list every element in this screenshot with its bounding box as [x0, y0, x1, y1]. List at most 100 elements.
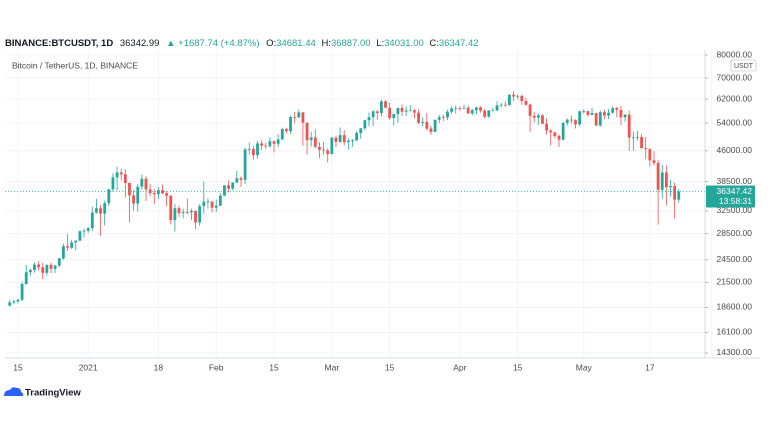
candle-body — [425, 121, 429, 129]
x-tick-label: 2021 — [79, 362, 98, 372]
candle-body — [57, 258, 61, 266]
y-tick-label: 16100.00 — [717, 327, 753, 337]
candle-body — [16, 299, 20, 302]
candle-body — [474, 107, 478, 111]
grid — [5, 50, 713, 358]
candle-body — [636, 136, 639, 138]
candle-body — [582, 111, 586, 112]
candle-body — [301, 112, 305, 123]
candle-body — [400, 107, 404, 112]
candle-body — [276, 139, 280, 144]
x-tick-label: Feb — [209, 362, 224, 372]
candle-body — [516, 95, 520, 97]
candle-body — [119, 172, 123, 175]
candle-body — [627, 114, 631, 138]
candle-body — [140, 178, 144, 187]
candle-body — [648, 149, 652, 161]
candle-body — [524, 100, 528, 105]
candle-body — [256, 143, 259, 156]
ohlc-label: O: — [266, 38, 276, 49]
candle-body — [293, 117, 297, 118]
x-tick-label: 15 — [269, 362, 279, 372]
candle-body — [173, 208, 177, 221]
x-tick-label: 15 — [513, 362, 523, 372]
candle-body — [594, 113, 598, 126]
ohlc-label: H: — [321, 38, 331, 49]
candle-body — [454, 108, 458, 110]
candle-body — [223, 185, 226, 196]
candle-body — [669, 186, 672, 188]
candle-body — [532, 115, 536, 118]
candle-body — [417, 112, 420, 123]
candle-body — [619, 109, 623, 118]
candle-body — [380, 101, 383, 113]
candle-body — [520, 95, 524, 101]
candle-body — [495, 105, 499, 111]
candle-body — [615, 108, 619, 110]
candle-body — [569, 119, 573, 121]
candle-body — [446, 111, 449, 118]
candle-body — [318, 146, 321, 150]
candle-body — [603, 112, 606, 116]
candle-body — [413, 110, 416, 113]
y-tick-label: 70000.00 — [717, 72, 753, 82]
candle-body — [631, 137, 635, 139]
currency: USDT — [734, 63, 754, 70]
candle-body — [169, 195, 173, 221]
candle-body — [351, 140, 354, 142]
candle-body — [322, 149, 325, 151]
candle-body — [483, 110, 487, 117]
candle-body — [49, 264, 53, 269]
candle-body — [28, 269, 32, 273]
candle-body — [218, 195, 222, 206]
candle-body — [37, 264, 41, 268]
candle-body — [586, 111, 590, 115]
candle-body — [123, 174, 127, 184]
y-tick-label: 24500.00 — [717, 254, 753, 264]
candle-body — [33, 264, 36, 270]
candle-body — [70, 242, 74, 248]
candle-body — [441, 117, 445, 118]
candle-body — [342, 135, 346, 143]
candle-body — [247, 148, 251, 150]
candle-body — [549, 130, 553, 133]
candle-body — [644, 148, 648, 150]
x-tick-label: Apr — [453, 362, 466, 372]
candle-body — [136, 186, 140, 204]
candle-body — [528, 104, 532, 116]
candle-body — [462, 107, 466, 109]
candle-body — [371, 111, 375, 118]
candle-body — [227, 185, 230, 189]
currency-box — [730, 59, 757, 72]
candle-body — [107, 189, 111, 204]
candle-body — [99, 208, 102, 214]
y-tick-label: 28500.00 — [717, 228, 753, 238]
candle-body — [334, 137, 338, 142]
candle-body — [652, 160, 656, 163]
candle-body — [450, 108, 454, 112]
y-tick-label: 21500.00 — [717, 277, 753, 287]
candle-body — [86, 228, 90, 231]
y-tick-label: 38500.00 — [717, 176, 753, 186]
y-tick-label: 62000.00 — [717, 93, 753, 103]
candle-body — [503, 104, 507, 106]
candle-body — [656, 162, 660, 190]
candle-body — [194, 210, 197, 223]
candle-body — [487, 110, 491, 117]
candle-body — [103, 203, 107, 214]
candle-body — [578, 111, 582, 125]
candle-body — [156, 190, 160, 195]
candle-body — [396, 107, 400, 114]
candle-body — [152, 193, 156, 195]
candle-body — [41, 267, 45, 273]
candle-body — [326, 150, 330, 155]
candle-body — [330, 137, 334, 155]
y-tick-label: 14300.00 — [717, 347, 753, 357]
candle-body — [561, 122, 565, 140]
candle-body — [553, 132, 557, 136]
x-tick-label: 18 — [154, 362, 164, 372]
plot-area — [5, 91, 705, 307]
candle-body — [235, 178, 239, 183]
